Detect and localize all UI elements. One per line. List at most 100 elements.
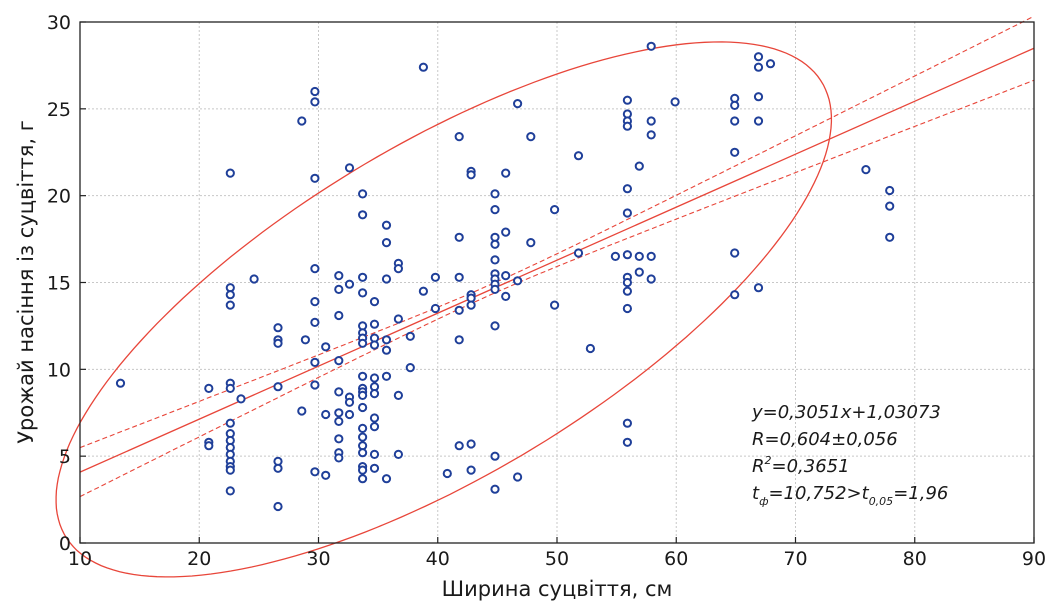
data-point — [249, 274, 259, 284]
data-point — [310, 357, 320, 367]
data-point — [273, 338, 283, 348]
data-point — [297, 406, 307, 416]
data-point — [204, 441, 214, 451]
data-point — [730, 290, 740, 300]
data-point — [358, 288, 368, 298]
t-prefix: t — [752, 483, 760, 504]
data-point — [334, 387, 344, 397]
y-tick-label: 25 — [47, 99, 71, 121]
data-point — [466, 465, 476, 475]
data-point — [381, 335, 392, 345]
data-point — [344, 409, 355, 420]
y-tick-label: 30 — [47, 12, 71, 34]
data-point — [381, 345, 392, 355]
determination-coefficient: R2=0,3651 — [752, 454, 850, 477]
data-point — [490, 205, 500, 215]
data-point — [369, 340, 380, 350]
data-point — [646, 41, 656, 51]
data-point — [885, 185, 895, 196]
ticks: 10 20 30 40 50 60 70 80 90 0 5 10 15 20 25 30 — [47, 12, 1046, 570]
data-point — [393, 264, 403, 274]
data-point — [321, 409, 331, 420]
data-point — [358, 432, 368, 442]
annotation-box: y=0,3051x+1,03073 R=0,604±0,056 R2=0,365… — [751, 402, 948, 508]
r2-prefix: R — [752, 456, 765, 477]
data-point — [513, 99, 523, 109]
data-point — [430, 272, 440, 282]
data-point — [622, 277, 633, 288]
y-tick-label: 20 — [47, 186, 71, 208]
confidence-band-lower — [79, 79, 1035, 498]
data-point — [501, 168, 511, 178]
data-point — [490, 239, 500, 249]
data-point — [358, 371, 368, 381]
t-subscript-2: 0,05 — [869, 495, 894, 508]
data-point — [622, 208, 633, 218]
x-axis-label: Ширина суцвіття, см — [442, 577, 673, 601]
data-point — [358, 423, 368, 433]
data-point — [358, 210, 368, 220]
data-point — [753, 283, 764, 293]
data-point — [225, 290, 235, 300]
correlation-coefficient: R=0,604±0,056 — [752, 429, 898, 450]
data-point — [369, 413, 380, 423]
data-point — [454, 232, 464, 242]
data-point — [369, 463, 380, 473]
t-value: =1,96 — [893, 483, 948, 504]
data-point — [753, 62, 764, 72]
r2-value: =0,3651 — [772, 456, 850, 477]
data-point — [310, 86, 320, 97]
data-point — [381, 274, 392, 284]
data-point — [573, 248, 584, 258]
data-point — [369, 422, 380, 432]
data-point — [490, 189, 500, 199]
data-point — [381, 238, 392, 248]
data-point — [358, 465, 368, 475]
data-point — [381, 474, 392, 484]
data-point — [622, 121, 633, 131]
data-point — [393, 449, 403, 459]
data-point — [358, 338, 368, 348]
data-point — [454, 132, 464, 142]
data-point — [204, 383, 214, 393]
data-point — [454, 441, 464, 451]
data-point — [466, 170, 476, 180]
data-point — [466, 439, 476, 449]
data-point — [334, 434, 344, 444]
y-axis-label: Урожай насіння із суцвіття, г — [14, 120, 38, 443]
data-point — [310, 317, 320, 327]
data-point — [634, 251, 644, 261]
data-point — [513, 472, 523, 482]
data-point — [297, 116, 307, 126]
data-point — [670, 97, 680, 107]
data-point — [273, 463, 283, 473]
data-point — [550, 205, 560, 215]
data-point — [550, 300, 560, 310]
data-point — [430, 303, 440, 314]
data-point — [225, 383, 235, 393]
x-tick-label: 30 — [306, 548, 330, 570]
data-point — [310, 97, 320, 107]
data-point — [501, 271, 511, 281]
data-point — [622, 250, 633, 260]
data-point — [334, 416, 344, 426]
x-tick-label: 90 — [1022, 548, 1046, 570]
y-tick-label: 10 — [47, 359, 71, 381]
x-tick-label: 10 — [68, 548, 92, 570]
data-point — [753, 116, 764, 126]
data-point — [454, 305, 464, 315]
data-point — [334, 271, 344, 281]
data-point — [885, 201, 895, 211]
y-tick-label: 5 — [59, 446, 71, 468]
x-tick-label: 80 — [903, 548, 927, 570]
data-point — [490, 255, 500, 265]
data-point — [405, 363, 415, 373]
regression-equation: y=0,3051x+1,03073 — [751, 402, 941, 423]
x-tick-label: 70 — [783, 548, 807, 570]
data-point — [454, 272, 464, 282]
data-point — [646, 116, 656, 126]
data-point — [442, 468, 452, 479]
data-point — [381, 371, 392, 381]
data-point — [393, 390, 403, 400]
data-point — [225, 168, 235, 178]
